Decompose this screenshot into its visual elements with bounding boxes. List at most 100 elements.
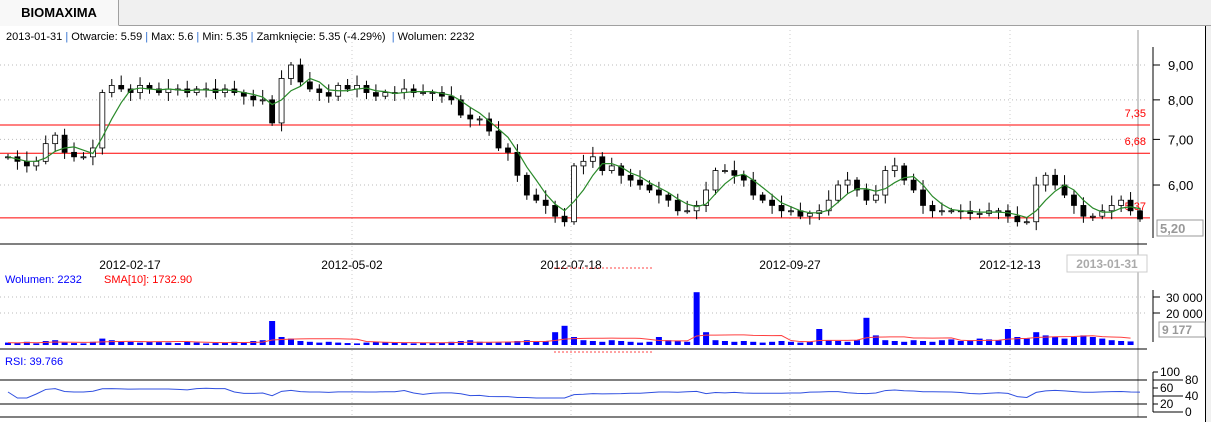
volume-bar	[372, 341, 379, 345]
volume-bar	[891, 341, 898, 345]
volume-bar	[127, 341, 134, 345]
volume-bar	[174, 343, 181, 345]
candle-body	[542, 199, 549, 206]
volume-bar	[646, 341, 653, 345]
volume-bar	[250, 341, 257, 345]
volume-bar	[52, 340, 59, 345]
volume-sma-label: SMA[10]: 1732.90	[104, 274, 193, 286]
current-date-box	[1066, 254, 1148, 273]
volume-bar	[684, 341, 691, 345]
candle-body	[571, 165, 577, 223]
candle-body	[33, 160, 40, 167]
ohlc-info: 2013-01-31 | Otwarcie: 5.59 | Max: 5.6 |…	[6, 31, 475, 43]
volume-bar	[89, 341, 96, 345]
volume-bar	[391, 342, 398, 345]
volume-bar	[618, 341, 625, 345]
candle-body	[948, 210, 955, 213]
volume-bar	[599, 341, 606, 345]
volume-bar	[212, 343, 219, 345]
candle-body	[1108, 205, 1115, 212]
volume-bar	[674, 341, 681, 345]
candle-body	[71, 151, 77, 158]
info-date: 2013-01-31	[6, 31, 63, 43]
candle-body	[61, 134, 68, 153]
candle-body	[920, 189, 926, 206]
volume-bar	[203, 343, 210, 345]
candle-body	[863, 189, 870, 201]
volume-bar	[589, 341, 596, 345]
date-label: 2012-09-27	[759, 258, 821, 272]
price-tick-label: 6,00	[1168, 178, 1193, 193]
candle-body	[627, 174, 634, 181]
date-label: 2012-12-13	[979, 258, 1041, 272]
volume-bar	[476, 341, 483, 345]
volume-bar	[637, 342, 644, 345]
volume-bar	[165, 342, 172, 345]
volume-bar	[269, 321, 276, 345]
volume-bar	[995, 340, 1002, 345]
volume-bar	[844, 341, 851, 345]
candle-body	[882, 170, 889, 196]
candle-body	[929, 205, 936, 212]
volume-bar	[571, 337, 577, 345]
candle-body	[646, 184, 653, 191]
volume-bar	[1061, 338, 1068, 345]
volume-bar	[797, 342, 804, 345]
candle-body	[618, 165, 625, 176]
candle-body	[580, 160, 587, 167]
volume-bar	[627, 341, 634, 345]
rsi-tick-label: 60	[1160, 381, 1174, 395]
volume-label: Wolumen: 2232	[5, 274, 82, 286]
candle-body	[778, 205, 785, 212]
candle-body	[1014, 215, 1021, 223]
volume-bar	[1023, 338, 1030, 345]
volume-bar	[806, 341, 813, 345]
volume-bar	[552, 332, 559, 345]
candle-body	[514, 151, 521, 176]
volume-bar	[759, 342, 766, 345]
volume-bar	[221, 342, 228, 345]
candle-body	[505, 147, 511, 153]
candle-body	[382, 92, 389, 97]
candle-body	[891, 165, 898, 171]
candle-body	[523, 174, 530, 196]
volume-bar	[288, 338, 294, 345]
volume-bar	[504, 341, 511, 345]
candle-body	[533, 194, 540, 201]
candle-body	[835, 184, 842, 201]
volume-bar	[769, 341, 776, 345]
price-tick-label: 8,00	[1168, 93, 1193, 108]
volume-bar	[410, 343, 417, 345]
volume-bar	[354, 343, 361, 345]
volume-bar	[306, 341, 313, 345]
tab-biomaxima[interactable]: BIOMAXIMA	[0, 0, 119, 26]
candle-body	[410, 88, 417, 93]
info-close: Zamknięcie: 5.35 (-4.29%)	[256, 31, 386, 43]
volume-bar	[938, 340, 945, 345]
candle-body	[259, 99, 266, 102]
chart-panel[interactable]	[0, 26, 1206, 422]
volume-bar	[825, 340, 832, 345]
volume-bar	[33, 343, 40, 345]
volume-bar	[401, 343, 408, 345]
volume-bar	[1070, 337, 1077, 345]
volume-bar	[523, 340, 530, 345]
volume-bar	[863, 317, 870, 345]
candle-body	[467, 114, 474, 120]
volume-bar	[71, 343, 78, 345]
candle-body	[693, 205, 700, 212]
candle-body	[1089, 215, 1096, 218]
volume-bar	[948, 339, 955, 345]
volume-bar	[420, 342, 427, 345]
candle-body	[457, 99, 464, 116]
candle-body	[844, 179, 851, 186]
candle-body	[1071, 194, 1077, 206]
price-tick-label: 9,00	[1168, 58, 1193, 73]
candle-body	[1137, 210, 1143, 220]
candle-body	[825, 199, 832, 212]
volume-bar	[787, 341, 794, 345]
volume-bar	[1108, 340, 1115, 345]
candle-body	[552, 205, 559, 217]
volume-bar	[1118, 341, 1125, 345]
